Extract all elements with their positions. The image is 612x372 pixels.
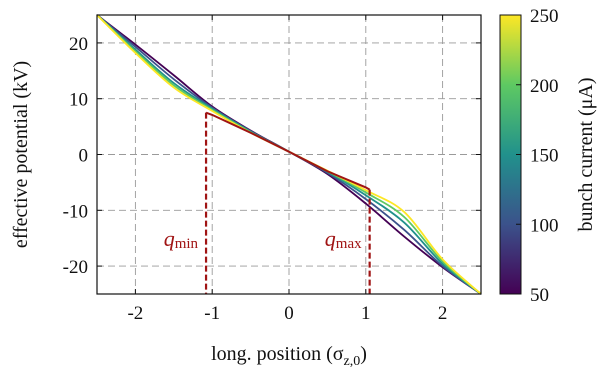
colorbar-tick-label: 50 (530, 285, 549, 306)
colorbar-tick-label: 150 (530, 146, 559, 167)
colorbar-label: bunch current (μA) (575, 78, 597, 232)
marker-label-bg (319, 226, 362, 254)
grid (97, 15, 481, 294)
colorbar-tick-label: 100 (530, 215, 559, 236)
marker-label-bg (156, 226, 199, 254)
y-tick-label: 20 (69, 34, 88, 55)
x-tick-label: 1 (361, 303, 371, 324)
x-tick-label: -2 (127, 303, 143, 324)
annotations: qmin qmax (156, 111, 371, 294)
y-tick-label: 10 (69, 90, 88, 111)
y-axis-label: effective potential (kV) (10, 61, 32, 248)
y-tick-label: -10 (63, 201, 88, 222)
x-axis-ticks: -2 -1 0 1 2 (127, 15, 447, 324)
y-tick-label: 0 (79, 146, 89, 167)
x-tick-label: 2 (438, 303, 448, 324)
colorbar-ticks: 50 100 150 200 250 (516, 6, 559, 306)
marker-label-min: qmin (164, 226, 199, 252)
y-tick-label: -20 (63, 257, 88, 278)
x-tick-label: 0 (284, 303, 294, 324)
colorbar: 50 100 150 200 250 bunch current (μA) (499, 6, 597, 306)
colorbar-tick-label: 250 (530, 6, 559, 27)
colorbar-tick-label: 200 (530, 76, 559, 97)
marker-label-max: qmax (325, 226, 362, 252)
y-axis-ticks: -20 -10 0 10 20 (63, 34, 481, 278)
x-tick-label: -1 (204, 303, 220, 324)
x-axis-label: long. position (σz,0) (211, 343, 367, 369)
threshold-line (205, 111, 371, 191)
